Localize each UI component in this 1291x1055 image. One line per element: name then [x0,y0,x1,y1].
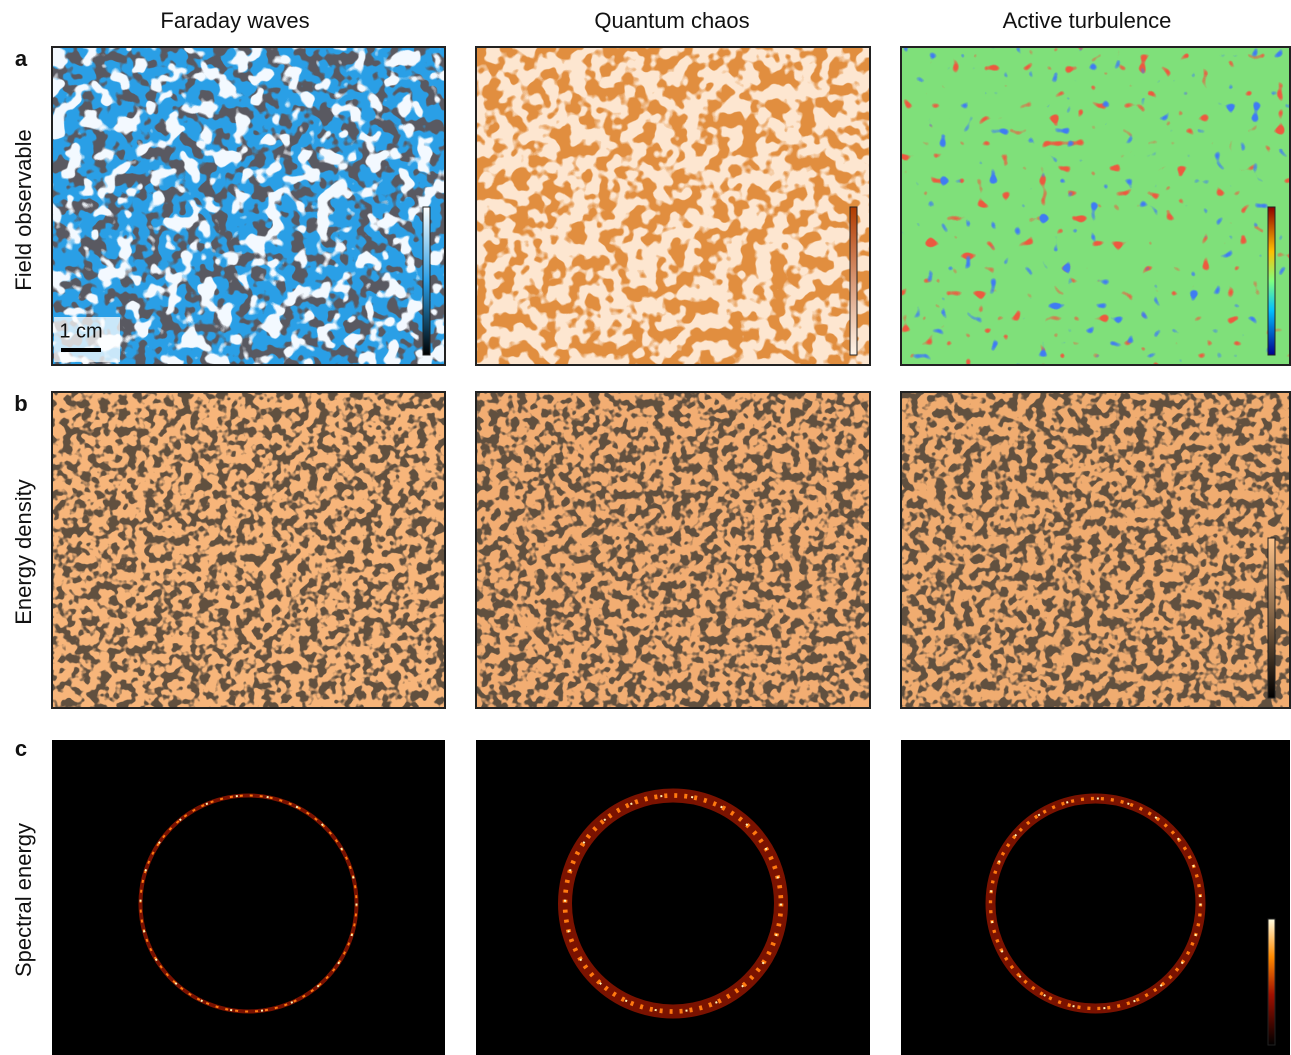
row-label: Energy density [11,479,36,625]
texture [476,392,870,708]
panel-letter: c [15,736,27,761]
figure: Faraday waves Quantum chaos Active turbu… [0,0,1291,1055]
row-label: Spectral energy [11,823,36,977]
texture [901,392,1290,708]
texture [52,392,445,708]
panel-letter: a [15,46,28,71]
scale-bar-label: 1 cm [59,320,102,342]
row-label: Field observable [11,129,36,290]
colorbar [1268,207,1275,355]
column-title: Quantum chaos [594,8,749,33]
colorbar [1268,919,1275,1045]
panel-letter: b [14,391,27,416]
texture [901,47,1290,365]
texture [476,47,870,365]
panel-image [52,740,445,1055]
column-title: Faraday waves [160,8,309,33]
colorbar [850,207,857,355]
colorbar [423,207,430,355]
colorbar [1268,538,1275,698]
column-title: Active turbulence [1003,8,1172,33]
